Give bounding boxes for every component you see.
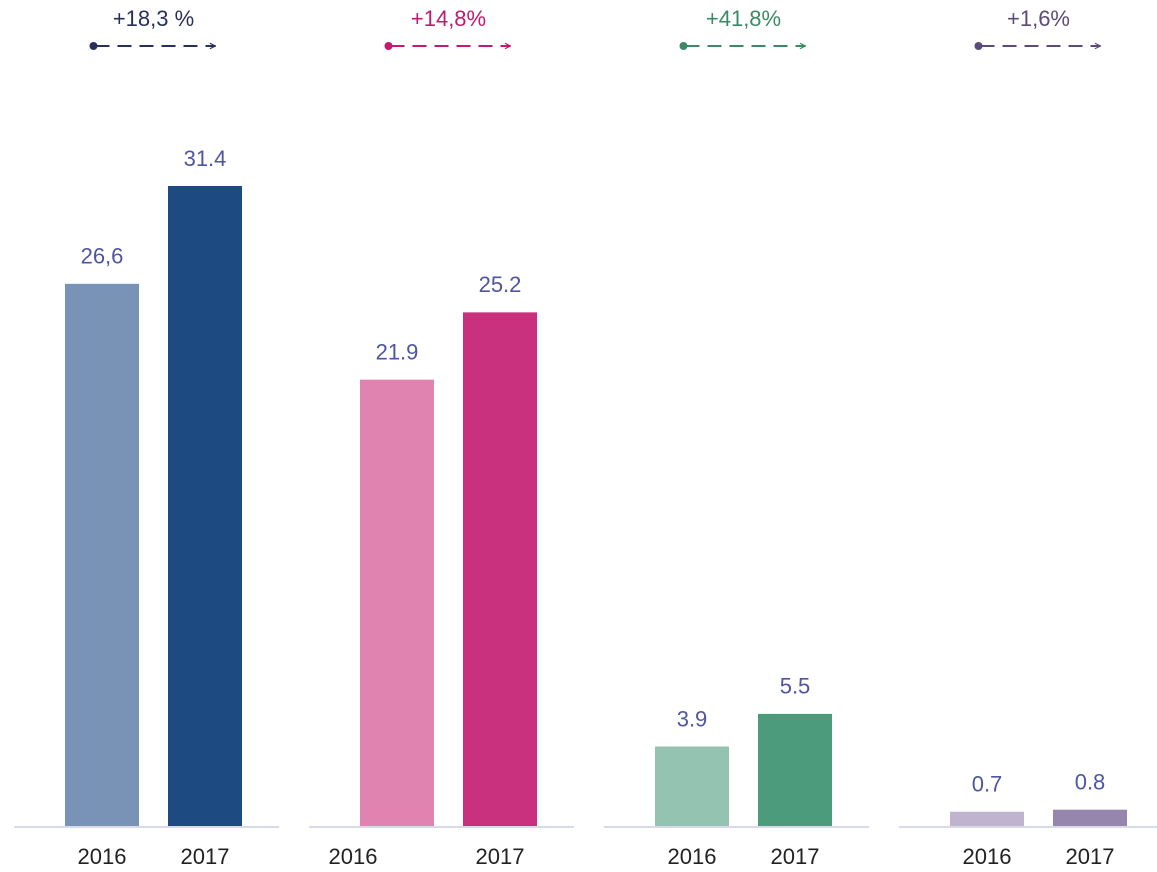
change-label: +18,3 %: [113, 6, 194, 31]
value-label: 0.7: [972, 772, 1003, 797]
change-label: +1,6%: [1007, 6, 1070, 31]
value-label: 31.4: [184, 146, 227, 171]
bar: [1053, 809, 1127, 826]
bar: [758, 713, 832, 826]
bar: [65, 283, 139, 827]
change-dot: [974, 42, 983, 50]
bar: [168, 186, 242, 826]
x-tick-label: 2017: [476, 844, 525, 869]
value-label: 21.9: [376, 339, 419, 364]
change-label: +41,8%: [706, 6, 781, 31]
change-dot: [89, 42, 98, 50]
value-label: 0.8: [1075, 770, 1106, 795]
value-label: 3.9: [677, 706, 708, 731]
x-tick-label: 2016: [668, 844, 717, 869]
bar: [463, 312, 537, 827]
bar: [360, 379, 434, 826]
change-dot: [679, 42, 688, 50]
bar: [950, 811, 1024, 826]
x-tick-label: 2016: [78, 844, 127, 869]
x-tick-label: 2016: [329, 844, 378, 869]
x-tick-label: 2017: [181, 844, 230, 869]
value-label: 26,6: [81, 244, 124, 269]
bar: [655, 746, 729, 826]
x-tick-label: 2016: [963, 844, 1012, 869]
value-label: 5.5: [780, 674, 811, 699]
value-label: 25.2: [479, 272, 522, 297]
x-tick-label: 2017: [1066, 844, 1115, 869]
change-label: +14,8%: [411, 6, 486, 31]
x-tick-label: 2017: [771, 844, 820, 869]
change-dot: [384, 42, 393, 50]
